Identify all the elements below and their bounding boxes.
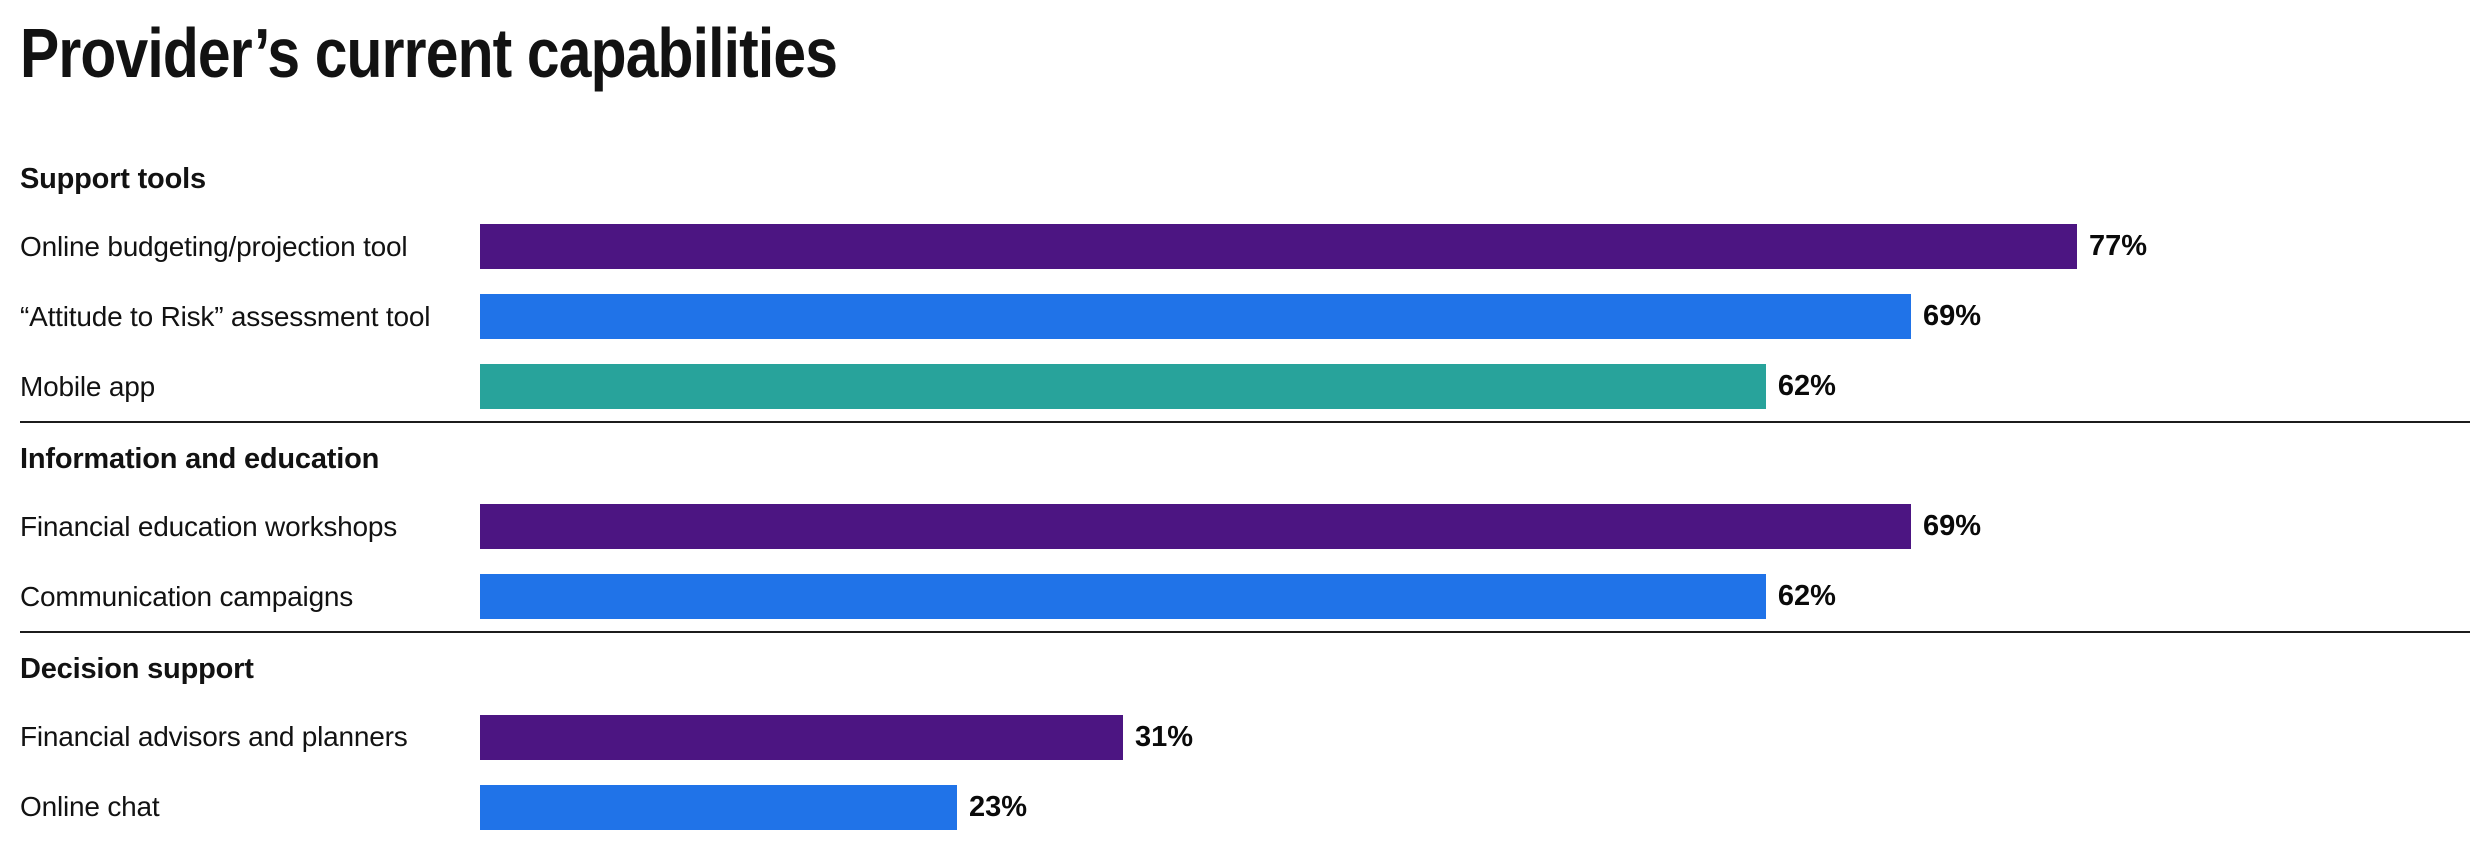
section-divider — [20, 631, 2470, 634]
bar-value-label: 62% — [1777, 370, 1836, 403]
bar-track: 77% — [480, 224, 2480, 270]
chart-section: Information and education Financial educ… — [20, 443, 2480, 620]
bar-track: 62% — [480, 574, 2480, 620]
bar-track: 23% — [480, 784, 2480, 830]
bar-track: 69% — [480, 504, 2480, 550]
bar-value-label: 69% — [1923, 510, 1982, 543]
section-rows: Financial education workshops 69% Commun… — [20, 504, 2480, 620]
section-heading: Support tools — [20, 162, 206, 195]
bar-value-label: 62% — [1777, 580, 1836, 613]
bar-row: Financial advisors and planners 31% — [20, 714, 2480, 760]
section-heading: Information and education — [20, 443, 380, 476]
bar-row: Financial education workshops 69% — [20, 504, 2480, 550]
bar-row: Communication campaigns 62% — [20, 574, 2480, 620]
section-rows: Financial advisors and planners 31% Onli… — [20, 714, 2480, 830]
chart-section: Support tools Online budgeting/projectio… — [20, 162, 2480, 410]
bar-label: Financial advisors and planners — [20, 721, 408, 753]
bar-row: Online chat 23% — [20, 784, 2480, 830]
bar-label: Online chat — [20, 791, 160, 823]
section-divider — [20, 421, 2470, 424]
bar — [480, 714, 1123, 760]
bar — [480, 364, 1766, 410]
bar — [480, 574, 1766, 620]
section-rows: Online budgeting/projection tool 77% “At… — [20, 224, 2480, 410]
bar-value-label: 31% — [1134, 720, 1193, 753]
bar — [480, 294, 1912, 340]
bar-label: Online budgeting/projection tool — [20, 230, 408, 262]
bar-label: Communication campaigns — [20, 580, 354, 612]
bar-value-label: 23% — [969, 790, 1028, 823]
chart-section: Decision support Financial advisors and … — [20, 653, 2480, 830]
bar-label: Financial education workshops — [20, 510, 398, 542]
bar-value-label: 69% — [1923, 300, 1982, 333]
bar-value-label: 77% — [2088, 230, 2148, 263]
bar-row: Online budgeting/projection tool 77% — [20, 224, 2480, 270]
bar-track: 31% — [480, 714, 2480, 760]
bar-chart: Support tools Online budgeting/projectio… — [20, 162, 2480, 830]
bar — [480, 784, 958, 830]
bar-track: 62% — [480, 364, 2480, 410]
bar-label: Mobile app — [20, 370, 155, 402]
chart-title: Provider’s current capabilities — [20, 14, 838, 92]
bar — [480, 504, 1912, 550]
bar-row: Mobile app 62% — [20, 364, 2480, 410]
bar — [480, 224, 2077, 270]
bar-label: “Attitude to Risk” assessment tool — [20, 300, 431, 332]
bar-row: “Attitude to Risk” assessment tool 69% — [20, 294, 2480, 340]
bar-track: 69% — [480, 294, 2480, 340]
section-heading: Decision support — [20, 653, 254, 686]
